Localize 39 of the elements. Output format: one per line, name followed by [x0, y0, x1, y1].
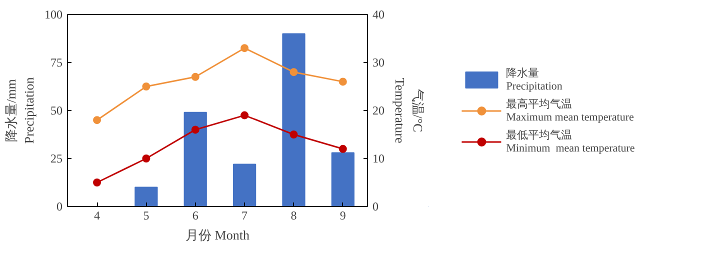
- point: [240, 111, 249, 120]
- y2-tick-label: 30: [372, 56, 384, 70]
- point: [191, 72, 200, 81]
- y2-tick-label: 0: [372, 200, 378, 214]
- point: [240, 44, 249, 52]
- bar: [184, 112, 207, 206]
- legend-label: 最高平均气温 Maximum mean temperature: [506, 97, 634, 124]
- x-axis-title: 月份 Month: [186, 228, 250, 242]
- point: [338, 78, 347, 86]
- legend-label: 降水量 Precipitation: [506, 66, 562, 92]
- x-tick-label: 9: [340, 208, 346, 222]
- x-tick-label: 4: [94, 208, 100, 222]
- y-tick-label: 50: [50, 104, 62, 118]
- bar: [282, 33, 306, 206]
- y-tick-label: 100: [44, 8, 62, 22]
- y2-tick-label: 40: [372, 8, 384, 22]
- x-tick-label: 8: [290, 208, 297, 222]
- point: [93, 116, 102, 124]
- point: [290, 130, 298, 138]
- point: [338, 144, 347, 153]
- y-tick-label: 25: [50, 152, 62, 166]
- point: [191, 126, 200, 134]
- point: [142, 82, 150, 90]
- legend-label: 最低平均气温 Minimum mean temperature: [506, 128, 635, 154]
- x-tick-label: 7: [242, 208, 248, 222]
- point: [142, 154, 150, 162]
- point: [93, 178, 102, 186]
- y2-tick-label: 10: [372, 152, 384, 166]
- y-axis-title: 降水量/mm Precipitation: [4, 76, 36, 144]
- x-tick-label: 5: [143, 208, 150, 222]
- y2-tick-label: 20: [372, 104, 384, 118]
- bar: [331, 152, 354, 206]
- y2-axis-title: 气温/°C Temperature: [392, 78, 426, 144]
- bar: [232, 164, 256, 206]
- point: [290, 68, 298, 76]
- bar: [134, 186, 158, 206]
- x-tick-label: 6: [192, 208, 198, 222]
- y-tick-label: 75: [50, 56, 62, 70]
- y-tick-label: 0: [56, 200, 62, 214]
